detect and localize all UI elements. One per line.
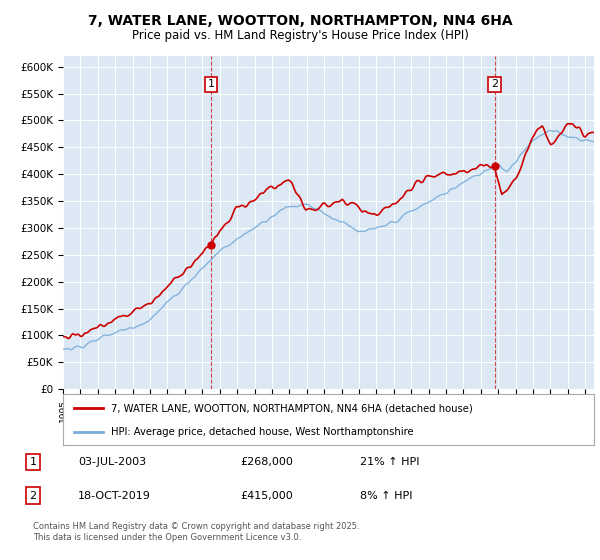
Text: 21% ↑ HPI: 21% ↑ HPI <box>360 457 419 467</box>
Text: 1: 1 <box>208 80 214 90</box>
Text: 8% ↑ HPI: 8% ↑ HPI <box>360 491 413 501</box>
Text: 7, WATER LANE, WOOTTON, NORTHAMPTON, NN4 6HA (detached house): 7, WATER LANE, WOOTTON, NORTHAMPTON, NN4… <box>111 403 473 413</box>
Text: HPI: Average price, detached house, West Northamptonshire: HPI: Average price, detached house, West… <box>111 427 413 437</box>
Text: Contains HM Land Registry data © Crown copyright and database right 2025.
This d: Contains HM Land Registry data © Crown c… <box>33 522 359 542</box>
Text: 1: 1 <box>29 457 37 467</box>
Text: £415,000: £415,000 <box>240 491 293 501</box>
Text: 7, WATER LANE, WOOTTON, NORTHAMPTON, NN4 6HA: 7, WATER LANE, WOOTTON, NORTHAMPTON, NN4… <box>88 14 512 28</box>
Text: 2: 2 <box>491 80 499 90</box>
Text: Price paid vs. HM Land Registry's House Price Index (HPI): Price paid vs. HM Land Registry's House … <box>131 29 469 42</box>
Text: 03-JUL-2003: 03-JUL-2003 <box>78 457 146 467</box>
Text: 18-OCT-2019: 18-OCT-2019 <box>78 491 151 501</box>
Text: 2: 2 <box>29 491 37 501</box>
Text: £268,000: £268,000 <box>240 457 293 467</box>
